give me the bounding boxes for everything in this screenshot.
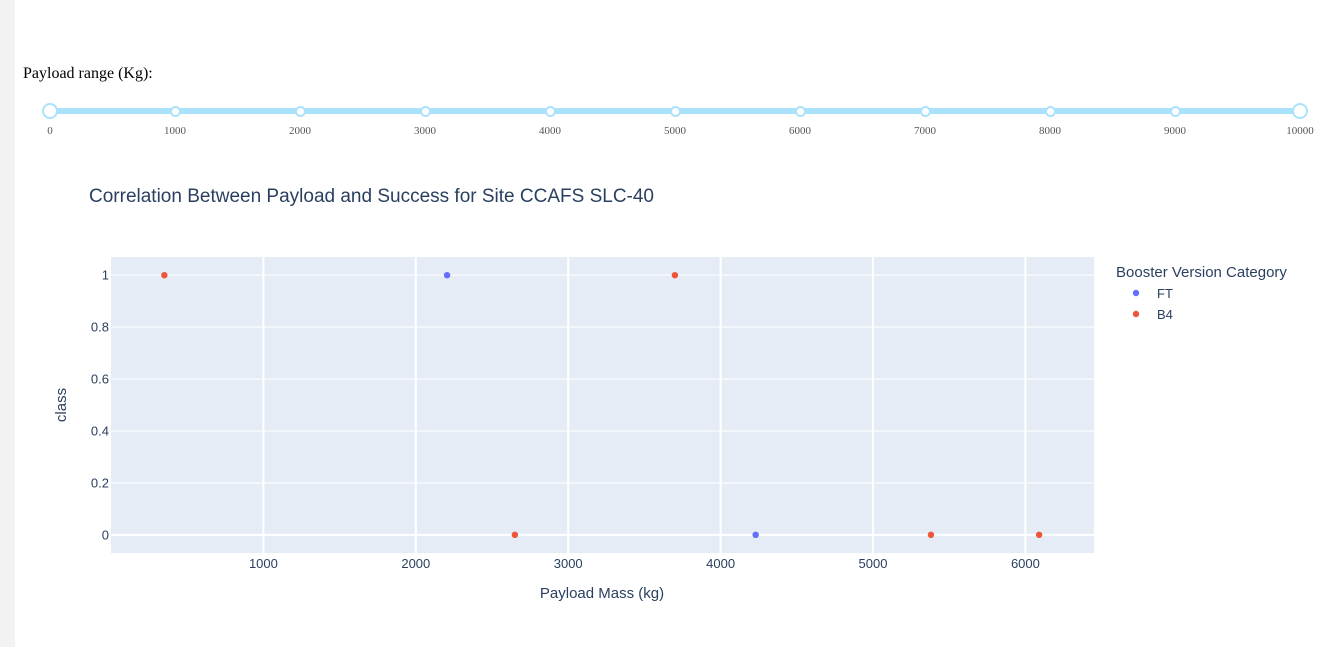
x-tick-label: 1000 — [249, 556, 278, 571]
legend-marker[interactable] — [1132, 289, 1140, 297]
slider-mark-dot[interactable] — [795, 106, 806, 117]
dashboard-page: Payload range (Kg): 0 1000 2000 3000 4000 500… — [15, 0, 1338, 647]
data-point-b4[interactable] — [927, 531, 935, 539]
slider-mark-label[interactable]: 8000 — [1039, 125, 1061, 137]
legend-item-label[interactable]: B4 — [1157, 307, 1173, 322]
slider-mark-dot[interactable] — [1170, 106, 1181, 117]
x-tick-label: 6000 — [1011, 556, 1040, 571]
slider-mark-dot[interactable] — [545, 106, 556, 117]
slider-mark-dot[interactable] — [1045, 106, 1056, 117]
payload-range-slider[interactable]: 0 1000 2000 3000 4000 5000 6000 7000 8000 9000 100… — [15, 96, 1338, 146]
data-point-b4[interactable] — [511, 531, 519, 539]
slider-max-handle[interactable] — [1292, 103, 1308, 119]
data-point-ft[interactable] — [443, 271, 451, 279]
slider-mark-dot[interactable] — [920, 106, 931, 117]
y-tick-label: 0.2 — [91, 475, 109, 490]
slider-mark-label[interactable]: 9000 — [1164, 125, 1186, 137]
data-point-b4[interactable] — [671, 271, 679, 279]
slider-mark-dot[interactable] — [170, 106, 181, 117]
y-axis-title: class — [53, 388, 70, 422]
slider-mark-label[interactable]: 1000 — [164, 125, 186, 137]
x-tick-label: 4000 — [706, 556, 735, 571]
slider-mark-label[interactable]: 10000 — [1286, 125, 1314, 137]
slider-mark-dot[interactable] — [295, 106, 306, 117]
legend-marker[interactable] — [1132, 310, 1140, 318]
x-tick-label: 3000 — [554, 556, 583, 571]
y-tick-label: 0.8 — [91, 320, 109, 335]
slider-mark-dot[interactable] — [420, 106, 431, 117]
legend: Booster Version Category FT B4 — [1116, 264, 1287, 322]
plot-area — [111, 257, 1094, 553]
y-tick-label: 0 — [102, 527, 109, 542]
x-axis-title: Payload Mass (kg) — [540, 585, 664, 602]
payload-range-label: Payload range (Kg): — [23, 65, 153, 82]
y-tick-label: 0.6 — [91, 372, 109, 387]
slider-mark-label[interactable]: 3000 — [414, 125, 436, 137]
slider-mark-label[interactable]: 5000 — [664, 125, 686, 137]
x-tick-label: 2000 — [401, 556, 430, 571]
y-tick-label: 1 — [102, 268, 109, 283]
data-point-ft[interactable] — [752, 531, 759, 539]
slider-mark-label[interactable]: 0 — [47, 125, 53, 137]
y-tick-label: 0.4 — [91, 423, 109, 438]
x-tick-label: 5000 — [859, 556, 888, 571]
chart-title: Correlation Between Payload and Success … — [89, 186, 654, 207]
legend-item-label[interactable]: FT — [1157, 286, 1173, 301]
data-point-b4[interactable] — [1035, 531, 1043, 539]
slider-mark-label[interactable]: 6000 — [789, 125, 811, 137]
slider-min-handle[interactable] — [42, 103, 58, 119]
data-point-b4[interactable] — [161, 271, 168, 279]
slider-mark-label[interactable]: 7000 — [914, 125, 936, 137]
slider-mark-label[interactable]: 4000 — [539, 125, 561, 137]
slider-mark-label[interactable]: 2000 — [289, 125, 311, 137]
legend-title: Booster Version Category — [1116, 264, 1287, 281]
slider-mark-dot[interactable] — [670, 106, 681, 117]
